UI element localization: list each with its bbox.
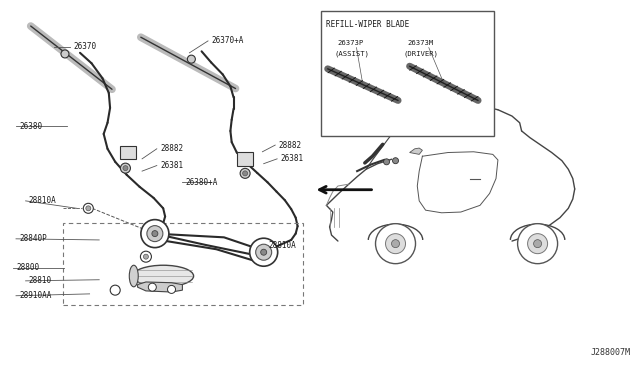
Circle shape [260, 249, 267, 255]
Circle shape [527, 234, 548, 254]
Text: 26373M: 26373M [408, 40, 434, 46]
Text: 28882: 28882 [160, 144, 183, 153]
Bar [63, 223, 303, 305]
Text: (DRIVER): (DRIVER) [403, 51, 438, 57]
Circle shape [518, 224, 557, 264]
Circle shape [110, 285, 120, 295]
Circle shape [86, 206, 91, 211]
Text: 28800: 28800 [16, 263, 39, 272]
Circle shape [383, 159, 390, 165]
Text: 28810A: 28810A [269, 241, 296, 250]
Bar [237, 152, 253, 166]
Circle shape [534, 240, 541, 248]
Text: REFILL-WIPER BLADE: REFILL-WIPER BLADE [326, 20, 410, 29]
Circle shape [123, 166, 128, 171]
Text: 28882: 28882 [278, 141, 301, 150]
Text: 28810A: 28810A [29, 196, 56, 205]
Circle shape [250, 238, 278, 266]
Circle shape [385, 234, 406, 254]
Circle shape [120, 163, 131, 173]
Circle shape [83, 203, 93, 213]
Circle shape [243, 171, 248, 176]
Circle shape [143, 254, 148, 259]
Circle shape [147, 225, 163, 242]
Circle shape [140, 251, 152, 262]
Text: 26373P: 26373P [337, 40, 364, 46]
Text: (ASSIST): (ASSIST) [334, 51, 369, 57]
Text: 26380: 26380 [19, 122, 42, 131]
Text: 26370+A: 26370+A [211, 36, 244, 45]
Ellipse shape [133, 265, 193, 287]
Circle shape [61, 50, 69, 58]
Text: 28840P: 28840P [19, 234, 47, 243]
Text: 26370: 26370 [74, 42, 97, 51]
Circle shape [188, 55, 195, 63]
Circle shape [152, 231, 158, 237]
Circle shape [168, 285, 175, 294]
Circle shape [148, 283, 156, 291]
Circle shape [392, 240, 399, 248]
Text: 28810: 28810 [29, 276, 52, 285]
Circle shape [141, 219, 169, 248]
Text: 28910AA: 28910AA [19, 291, 52, 300]
Bar [321, 11, 494, 136]
Circle shape [392, 158, 399, 164]
Ellipse shape [129, 265, 138, 287]
Bar [120, 146, 136, 159]
Circle shape [376, 224, 415, 264]
Polygon shape [410, 148, 422, 154]
Text: 26381: 26381 [160, 161, 183, 170]
Polygon shape [138, 282, 182, 292]
Text: J288007M: J288007M [590, 348, 630, 357]
Circle shape [240, 169, 250, 178]
Circle shape [255, 244, 271, 260]
Text: 26380+A: 26380+A [186, 178, 218, 187]
Text: 26381: 26381 [280, 154, 303, 163]
